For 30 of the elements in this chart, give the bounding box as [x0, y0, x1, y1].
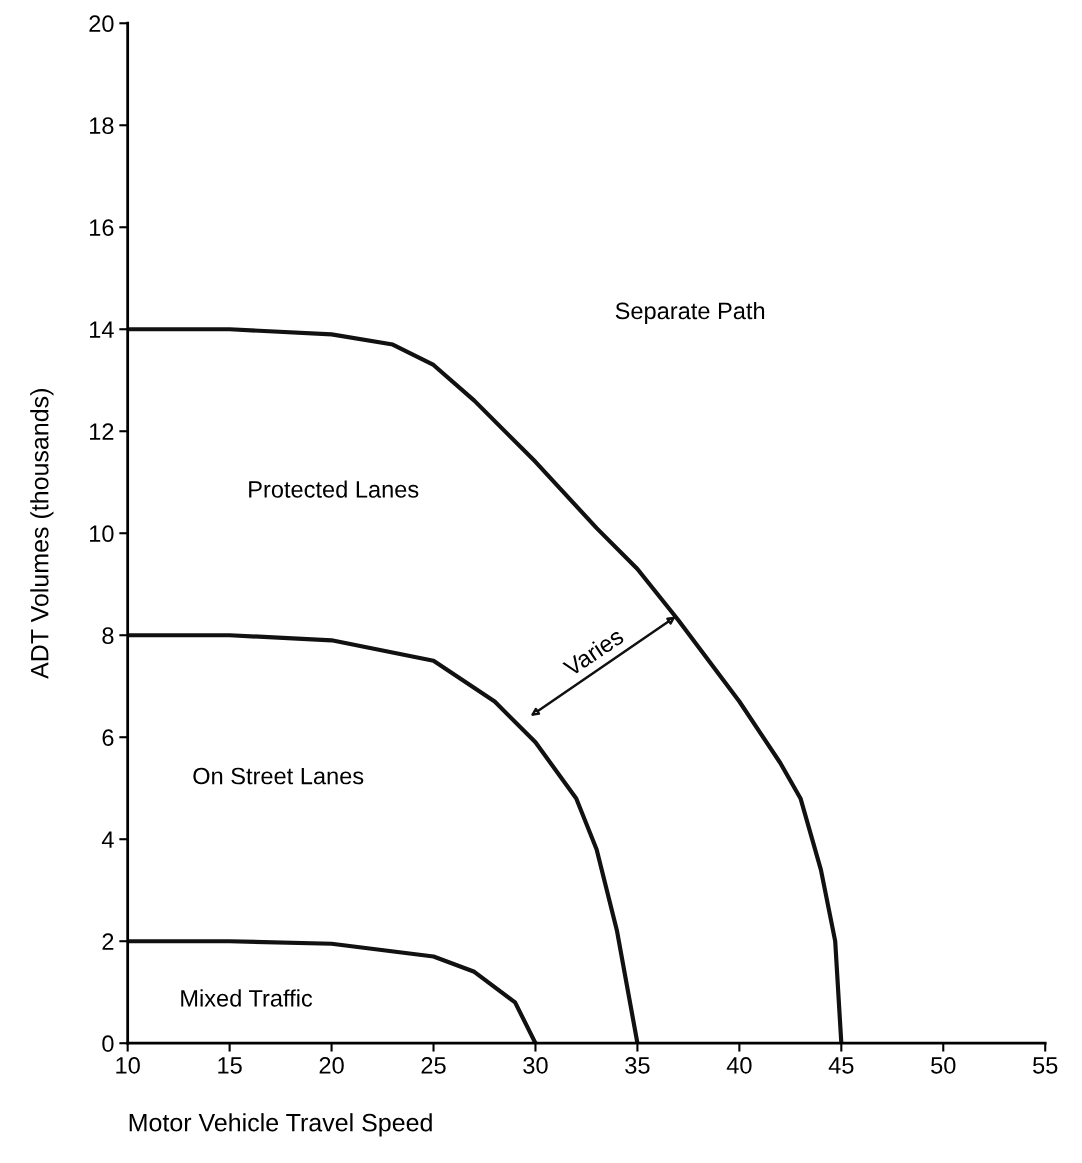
- annotation: Protected Lanes: [249, 480, 419, 498]
- line-series: [127, 939, 538, 1044]
- y-tick-label: 20: [89, 15, 114, 33]
- y-tick-label: 14: [90, 321, 114, 338]
- y-tick-label: 0: [102, 1035, 114, 1052]
- x-tick-label: 30: [523, 1057, 548, 1074]
- x-tick-label: 10: [116, 1057, 140, 1074]
- y-tick-label: 2: [102, 933, 114, 950]
- y-tick-label: 18: [90, 117, 114, 135]
- x-tick-label: 15: [218, 1057, 242, 1074]
- annotation: Mixed Traffic: [181, 989, 313, 1007]
- annotation: On Street Lanes: [193, 767, 364, 785]
- y-axis-title: ADT Volumes (thousands): [30, 389, 54, 679]
- y-tick-label: 16: [90, 219, 114, 237]
- y-tick-label: 12: [90, 423, 114, 440]
- x-tick-label: 50: [931, 1057, 956, 1074]
- x-tick-label: 40: [726, 1057, 752, 1074]
- y-tick-label: 4: [101, 831, 114, 848]
- y-tick-label: 10: [90, 525, 114, 543]
- y-tick-label: 6: [102, 729, 114, 747]
- y-tick-label: 8: [102, 627, 114, 645]
- x-tick-label: 45: [828, 1057, 854, 1074]
- x-tick-label: 55: [1033, 1057, 1058, 1074]
- line-series: [127, 633, 640, 1044]
- annotation: Separate Path: [615, 301, 765, 324]
- x-axis-title: Motor Vehicle Travel Speed: [129, 1113, 432, 1137]
- x-tick-label: 20: [319, 1057, 344, 1074]
- line-series: [127, 327, 844, 1044]
- x-tick-label: 25: [421, 1057, 446, 1074]
- x-tick-label: 35: [625, 1057, 650, 1074]
